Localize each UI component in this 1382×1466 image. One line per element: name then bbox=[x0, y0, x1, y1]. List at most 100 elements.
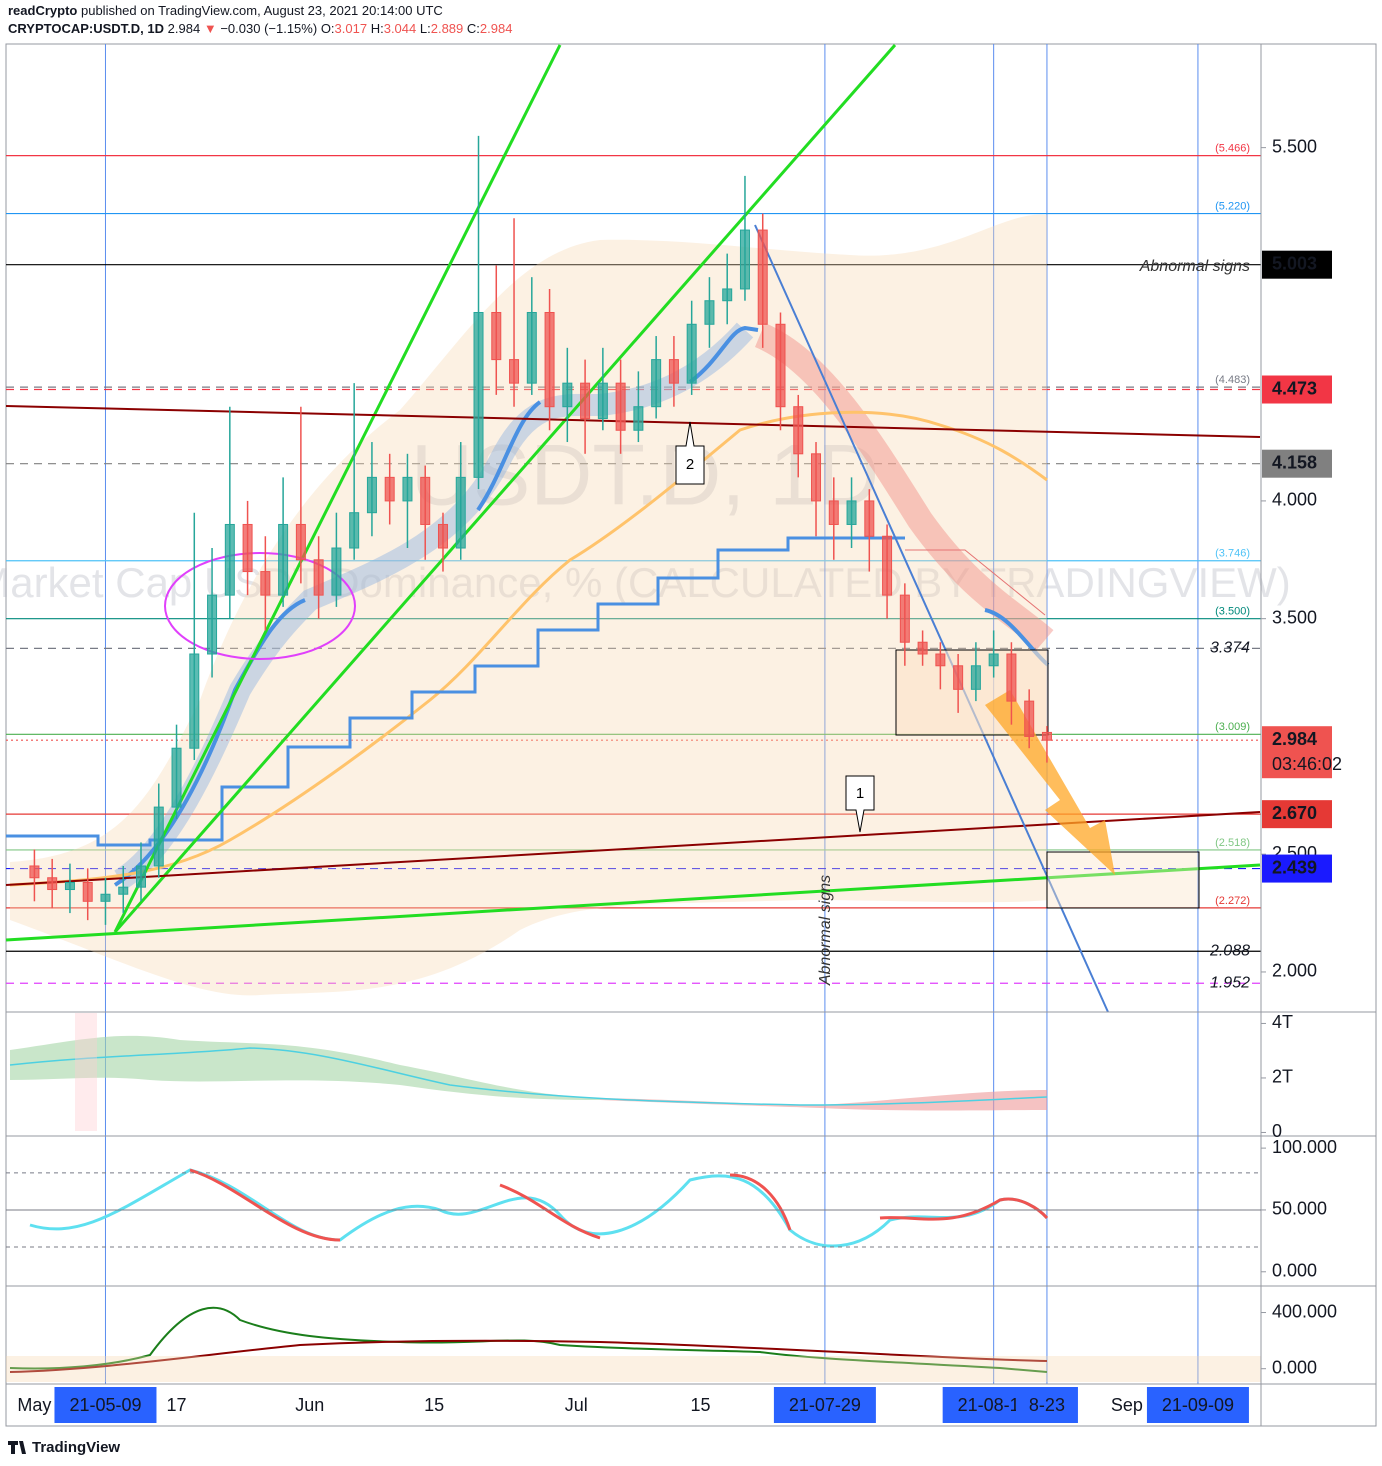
candle-body bbox=[828, 500, 839, 525]
x-tick-label: 21-08-17 bbox=[958, 1395, 1030, 1415]
trendline bbox=[113, 44, 562, 933]
y-tick-label: 4.000 bbox=[1272, 490, 1317, 510]
candle-body bbox=[686, 323, 697, 384]
volume-ma bbox=[9, 1047, 1048, 1106]
candle-body bbox=[668, 359, 679, 384]
ohlc-value: 2.984 bbox=[480, 21, 513, 36]
envelope-band bbox=[10, 214, 1047, 996]
price-label: 2.670 bbox=[1272, 803, 1317, 823]
level-label: (3.746) bbox=[1215, 548, 1250, 560]
pane-tick-label: 0.000 bbox=[1272, 1261, 1317, 1281]
pane-tick-label: 4T bbox=[1272, 1012, 1293, 1032]
candle-body bbox=[633, 406, 644, 431]
brand-logo bbox=[8, 1441, 26, 1454]
symbol-line: CRYPTOCAP:USDT.D, 1D 2.984 ▼ −0.030 (−1.… bbox=[8, 21, 512, 36]
price-label: 2.439 bbox=[1272, 857, 1317, 877]
callout-bubble bbox=[845, 775, 875, 833]
volume-shade bbox=[75, 1013, 97, 1131]
orange-ma bbox=[9, 410, 1048, 887]
candle-body bbox=[1024, 700, 1035, 737]
candle-body bbox=[402, 476, 413, 502]
candle-body bbox=[366, 476, 377, 514]
candle-body bbox=[242, 523, 253, 573]
target-box bbox=[1046, 851, 1200, 909]
x-tick-highlight bbox=[1015, 1387, 1078, 1423]
candle-body bbox=[1041, 731, 1052, 741]
symbol: CRYPTOCAP:USDT.D, 1D bbox=[8, 21, 164, 36]
change: −0.030 (−1.15%) bbox=[220, 21, 317, 36]
candle-body bbox=[793, 406, 804, 455]
x-tick-label: 17 bbox=[167, 1395, 187, 1415]
x-tick-label: Sep bbox=[1111, 1395, 1143, 1415]
candle-body bbox=[189, 653, 200, 749]
candle-body bbox=[136, 865, 147, 888]
momentum-band bbox=[6, 1356, 1261, 1382]
trendline bbox=[5, 863, 1261, 942]
candle-body bbox=[29, 865, 40, 879]
x-tick-label: May bbox=[17, 1395, 51, 1415]
candle-body bbox=[100, 893, 111, 902]
candle-body bbox=[580, 382, 591, 419]
header-line: readCrypto published on TradingView.com,… bbox=[8, 3, 443, 18]
published: published on TradingView.com, August 23,… bbox=[81, 3, 443, 18]
candle-body bbox=[882, 535, 893, 596]
candle-body bbox=[917, 641, 928, 655]
y-tick-label: 5.500 bbox=[1272, 136, 1317, 156]
candle-body bbox=[313, 559, 324, 596]
candle-body bbox=[420, 476, 431, 525]
x-tick-highlight bbox=[773, 1387, 876, 1423]
candle-body bbox=[349, 512, 360, 549]
candle-body bbox=[597, 382, 608, 419]
candle-body bbox=[295, 523, 306, 561]
candle-body bbox=[455, 476, 466, 549]
candle-body bbox=[509, 359, 520, 384]
pane-tick-label: 50.000 bbox=[1272, 1199, 1327, 1219]
candle-body bbox=[864, 500, 875, 537]
price-label-box bbox=[1262, 375, 1332, 404]
ohlc-key: H: bbox=[371, 21, 384, 36]
candle-body bbox=[562, 382, 573, 408]
candle-body bbox=[260, 571, 271, 596]
candle-body bbox=[1006, 653, 1017, 702]
candle-body bbox=[775, 323, 786, 408]
ohlc-key: C: bbox=[467, 21, 480, 36]
logo-icon bbox=[8, 1441, 26, 1454]
price-label-box bbox=[1262, 854, 1332, 883]
y-tick-label: 3.500 bbox=[1272, 607, 1317, 627]
candle-body bbox=[899, 594, 910, 643]
pane-tick-label: 100.000 bbox=[1272, 1137, 1337, 1157]
price-label: 4.473 bbox=[1272, 378, 1317, 398]
x-tick-label: 15 bbox=[424, 1395, 444, 1415]
candle-body bbox=[970, 665, 981, 690]
marks bbox=[6, 135, 1266, 1370]
candle-body bbox=[47, 877, 58, 891]
pane-tick-label: 2T bbox=[1272, 1067, 1293, 1087]
candle-body bbox=[171, 747, 182, 808]
candle-body bbox=[757, 229, 768, 325]
x-tick-label: 21-07-29 bbox=[789, 1395, 861, 1415]
candle-body bbox=[988, 653, 999, 667]
callout-bubble bbox=[675, 421, 705, 485]
arrow bbox=[985, 690, 1115, 875]
candle-body bbox=[739, 229, 750, 290]
candle-body bbox=[207, 594, 218, 655]
x-tick-label: 15 bbox=[691, 1395, 711, 1415]
y-tick-label: 2.000 bbox=[1272, 961, 1317, 981]
pane-tick-label: 0 bbox=[1272, 1121, 1282, 1141]
level-label: (5.466) bbox=[1215, 143, 1250, 155]
level-label: (3.009) bbox=[1215, 721, 1250, 733]
thin-red-line bbox=[905, 549, 1046, 616]
author: readCrypto bbox=[8, 3, 77, 18]
candle-body bbox=[846, 500, 857, 525]
candle-body bbox=[437, 523, 448, 549]
level-label: (5.220) bbox=[1215, 200, 1250, 212]
annotation: Abnormal signs bbox=[817, 875, 834, 986]
trendline bbox=[113, 44, 897, 933]
price-label: 2.984 bbox=[1272, 729, 1317, 749]
pane-tick-label: 400.000 bbox=[1272, 1301, 1337, 1321]
candle-body bbox=[526, 311, 537, 384]
candle-body bbox=[153, 806, 164, 867]
x-tick-highlight bbox=[54, 1387, 157, 1423]
